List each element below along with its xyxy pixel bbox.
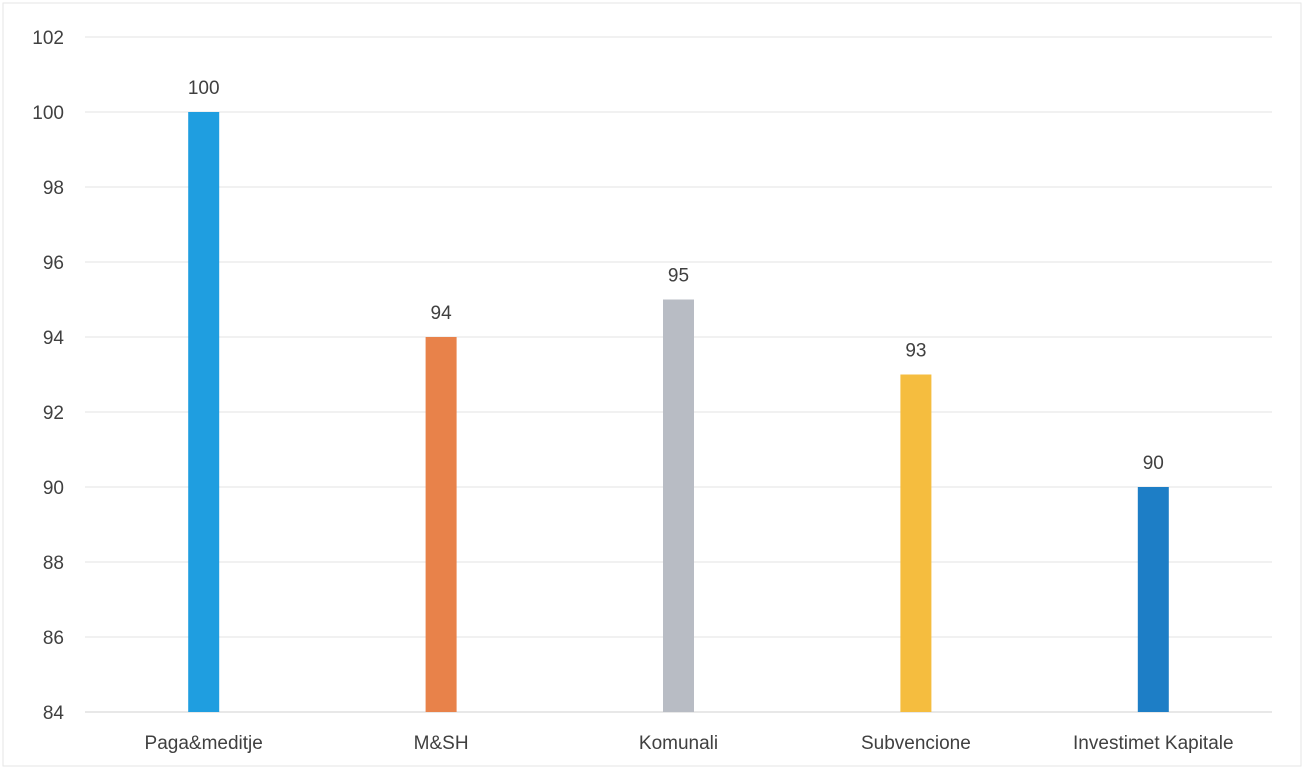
bar — [1137, 487, 1169, 712]
data-label: 95 — [668, 266, 689, 287]
bar — [188, 112, 220, 712]
bar — [425, 337, 457, 712]
y-tick-label: 96 — [43, 253, 64, 274]
y-axis-ticks: 84 86 88 90 92 94 96 98 100 102 — [32, 28, 64, 724]
data-label: 94 — [431, 303, 453, 324]
bar — [900, 374, 932, 712]
x-category-label: Investimet Kapitale — [1073, 733, 1234, 754]
y-tick-label: 88 — [43, 553, 64, 574]
y-tick-label: 90 — [43, 478, 64, 499]
bars — [188, 112, 1169, 712]
y-tick-label: 84 — [43, 703, 65, 724]
data-label: 90 — [1143, 453, 1164, 474]
x-category-label: Subvencione — [861, 733, 971, 754]
bar — [663, 299, 694, 712]
data-label: 100 — [188, 78, 220, 99]
y-tick-label: 94 — [43, 328, 65, 349]
data-labels: 100 94 95 93 90 — [188, 78, 1164, 474]
y-tick-label: 92 — [43, 403, 64, 424]
data-label: 93 — [905, 341, 926, 362]
y-tick-label: 86 — [43, 628, 64, 649]
gridlines — [85, 36, 1272, 713]
x-category-label: Paga&meditje — [145, 733, 263, 754]
x-category-label: Komunali — [639, 733, 718, 754]
x-category-label: M&SH — [414, 733, 469, 754]
y-tick-label: 98 — [43, 178, 64, 199]
x-axis-categories: Paga&meditje M&SH Komunali Subvencione Inves… — [145, 733, 1234, 754]
y-tick-label: 102 — [32, 28, 64, 49]
y-tick-label: 100 — [32, 103, 64, 124]
